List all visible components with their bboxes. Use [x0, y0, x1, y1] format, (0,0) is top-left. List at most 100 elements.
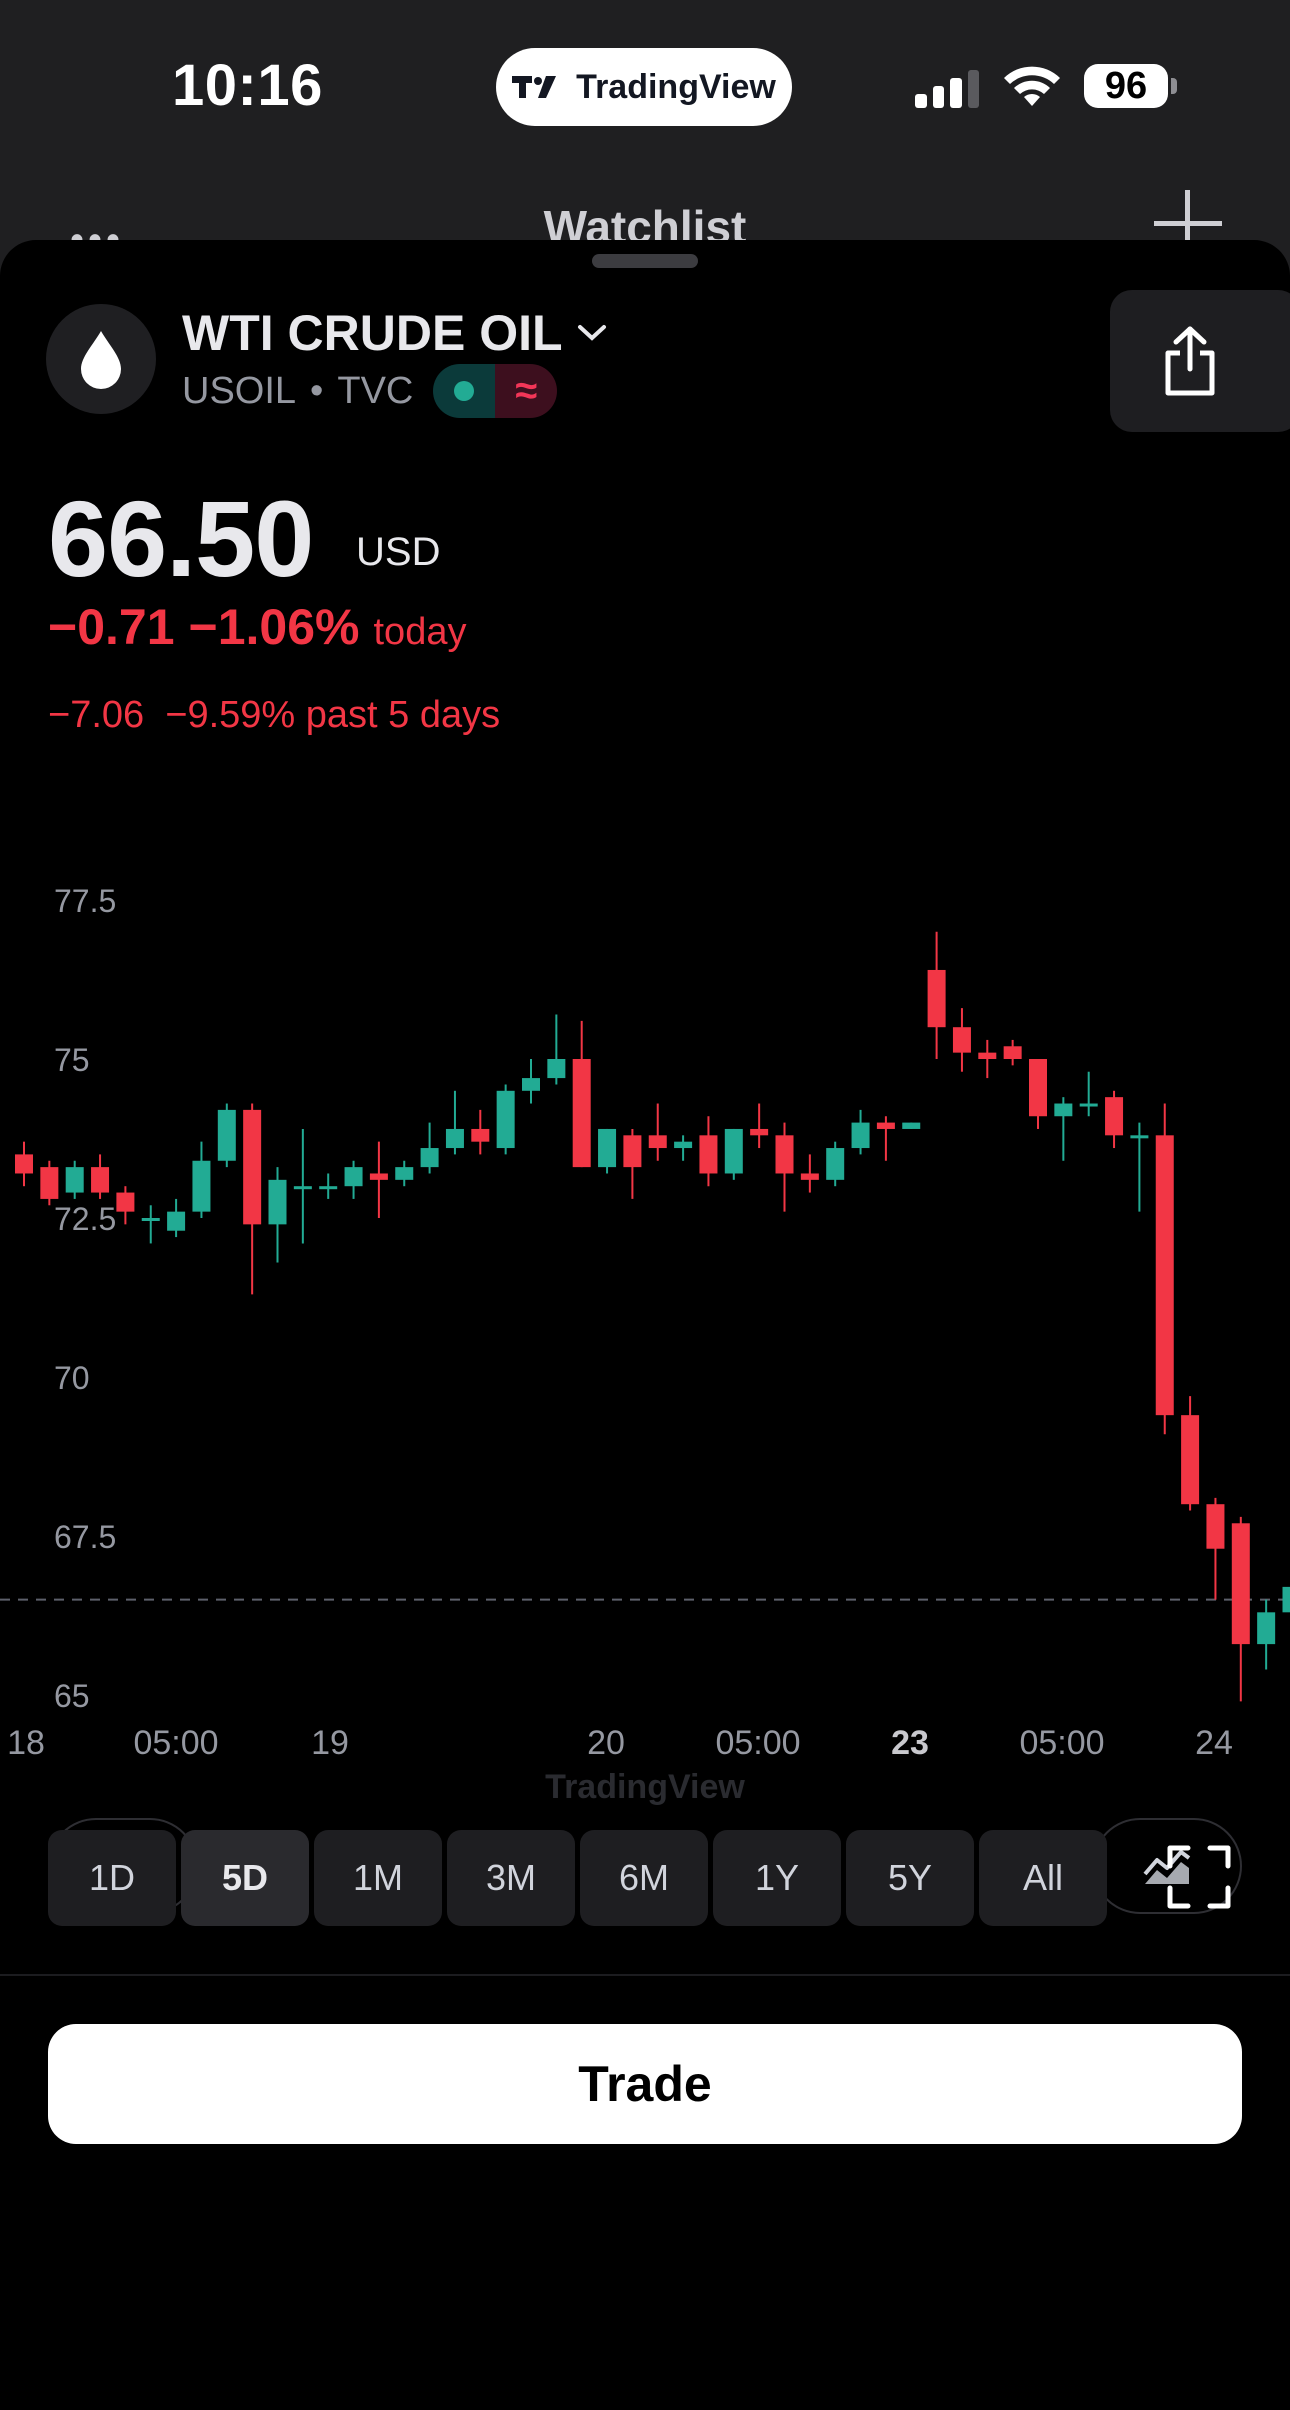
candle-body: [1231, 1523, 1250, 1645]
candle-body: [775, 1135, 794, 1174]
candlestick-chart[interactable]: TradingView 77.5 75 72.5 70 67.5 65: [0, 860, 1290, 2060]
wifi-icon: [1004, 66, 1060, 106]
symbol-name-selector[interactable]: WTI CRUDE OIL: [182, 304, 607, 362]
period-selector: 1D 5D 1M 3M 6M 1Y 5Y All: [48, 1830, 1107, 1926]
period-button-1m[interactable]: 1M: [314, 1830, 442, 1926]
app-pill[interactable]: TradingView: [496, 48, 792, 126]
candle-body: [1105, 1097, 1124, 1136]
candle-body: [496, 1090, 515, 1149]
candle-body: [1054, 1103, 1073, 1117]
period-button-1d[interactable]: 1D: [48, 1830, 176, 1926]
x-tick-label: 18: [7, 1724, 45, 1762]
candle-body: [598, 1128, 617, 1168]
tradingview-logo-icon: [512, 76, 557, 98]
candle-body: [40, 1167, 59, 1199]
period-button-3m[interactable]: 3M: [447, 1830, 575, 1926]
symbol-subtitle: USOIL • TVC ≈: [182, 364, 558, 418]
battery-tip: [1171, 78, 1177, 94]
y-tick-label: 77.5: [54, 883, 116, 919]
symbol-exchange: TVC: [337, 369, 414, 412]
candle-body: [344, 1167, 363, 1187]
chart-watermark: TradingView: [545, 1768, 745, 1806]
chevron-down-icon: [577, 325, 606, 341]
candle-body: [369, 1173, 388, 1180]
candle-body: [750, 1128, 769, 1136]
chart-type-icon: [1143, 1850, 1191, 1884]
market-open-icon: [433, 364, 496, 418]
change-today: −0.71 −1.06% today: [48, 598, 466, 656]
candle-body: [243, 1109, 262, 1225]
candle-body: [1257, 1612, 1276, 1645]
candle-body: [851, 1122, 870, 1149]
candle-body: [1282, 1586, 1290, 1613]
price-chart[interactable]: TradingView 77.5 75 72.5 70 67.5 65: [0, 860, 1290, 2060]
candle-body: [116, 1192, 135, 1212]
candle-body: [1155, 1135, 1174, 1416]
candle-body: [978, 1052, 997, 1059]
y-tick-label: 65: [54, 1678, 90, 1714]
candle-body: [826, 1148, 845, 1180]
fullscreen-icon[interactable]: [1166, 1844, 1232, 1910]
candle-body: [395, 1167, 414, 1180]
candle-body: [800, 1173, 819, 1180]
share-icon: [1165, 326, 1215, 396]
candle-body: [445, 1128, 464, 1149]
y-tick-label: 75: [54, 1042, 90, 1078]
period-button-all[interactable]: All: [979, 1830, 1107, 1926]
candle-body: [471, 1128, 490, 1142]
last-price: 66.50: [48, 478, 314, 599]
candle-body: [902, 1122, 921, 1129]
candle-body: [141, 1218, 160, 1221]
time-axis: 18 05:00 19 20 05:00 23 05:00 24: [0, 1724, 1290, 1774]
symbol-separator: •: [310, 369, 324, 412]
change-label: today: [373, 611, 467, 653]
share-button[interactable]: [1110, 290, 1290, 432]
candle-body: [699, 1135, 718, 1174]
status-time: 10:16: [172, 53, 323, 118]
y-tick-label: 72.5: [54, 1201, 116, 1237]
candle-body: [648, 1135, 667, 1149]
period-button-6m[interactable]: 6M: [580, 1830, 708, 1926]
candle-body: [522, 1078, 540, 1091]
candle-body: [167, 1211, 186, 1231]
change-pct: −1.06%: [188, 599, 360, 655]
y-tick-label: 67.5: [54, 1519, 116, 1555]
status-bar: 10:16 TradingView 96: [0, 0, 1290, 180]
battery-indicator: 96: [1084, 64, 1168, 108]
sheet-grabber[interactable]: [592, 254, 698, 268]
x-tick-label: 05:00: [133, 1724, 219, 1762]
period-button-5d[interactable]: 5D: [181, 1830, 309, 1926]
period-button-1y[interactable]: 1Y: [713, 1830, 841, 1926]
wave-icon: ≈: [495, 364, 558, 418]
candle-body: [420, 1148, 439, 1168]
change-5-days: −7.06 −9.59% past 5 days: [48, 694, 501, 736]
candle-body: [319, 1186, 338, 1190]
candle-body: [572, 1059, 591, 1168]
candle-body: [268, 1179, 287, 1225]
symbol-logo: [46, 304, 156, 414]
candle-body: [1003, 1046, 1022, 1059]
change-abs: −0.71: [48, 599, 175, 655]
plus-icon[interactable]: [1150, 186, 1226, 262]
candle-body: [927, 969, 946, 1028]
symbol-name: WTI CRUDE OIL: [182, 305, 563, 361]
divider: [0, 1974, 1290, 1976]
candle-body: [724, 1128, 743, 1174]
candle-body: [1130, 1135, 1149, 1139]
x-tick-label: 20: [587, 1724, 625, 1762]
candle-body: [91, 1167, 110, 1193]
candle-body: [547, 1059, 566, 1079]
symbol-ticker: USOIL: [182, 369, 297, 412]
oil-drop-icon: [81, 331, 121, 389]
x-tick-label: 05:00: [1019, 1724, 1105, 1762]
candle-body: [217, 1109, 236, 1161]
period-button-5y[interactable]: 5Y: [846, 1830, 974, 1926]
x-tick-label: 05:00: [715, 1724, 801, 1762]
market-status-pill[interactable]: ≈: [433, 364, 558, 418]
price-currency: USD: [356, 530, 441, 574]
candle-body: [674, 1141, 693, 1149]
candle-body: [876, 1122, 895, 1129]
trade-button[interactable]: Trade: [48, 2024, 1242, 2144]
candle-body: [293, 1186, 312, 1190]
x-tick-label: 19: [311, 1724, 349, 1762]
